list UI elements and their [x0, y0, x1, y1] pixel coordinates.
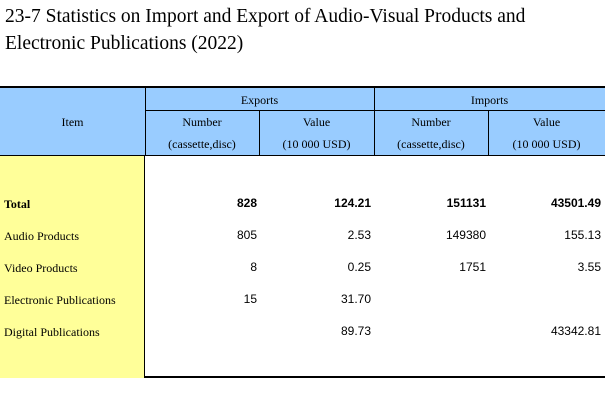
- imports-value-unit: (10 000 USD): [512, 137, 581, 151]
- row-total-imp-number: 151131: [446, 196, 486, 210]
- divider: [145, 110, 605, 111]
- row-digital-exp-value: 89.73: [340, 324, 371, 338]
- row-video-exp-value: 0.25: [347, 260, 371, 274]
- row-total-item: Total: [4, 197, 31, 211]
- title-line-1: 23-7 Statistics on Import and Export of …: [5, 6, 526, 27]
- row-audio-imp-number: 149380: [445, 228, 486, 242]
- row-audio-exp-value: 2.53: [347, 228, 371, 242]
- row-video-item: Video Products: [4, 261, 78, 275]
- item-header: Item: [61, 115, 84, 129]
- row-total-exp-number: 828: [236, 196, 257, 210]
- row-electronic-exp-number: 15: [243, 292, 257, 306]
- exports-value-unit: (10 000 USD): [282, 137, 351, 151]
- row-audio-imp-value: 155.13: [564, 228, 601, 242]
- exports-number-header: Number: [182, 115, 222, 129]
- imports-header: Imports: [470, 93, 509, 107]
- row-video-imp-number: 1751: [459, 260, 486, 274]
- statistics-table: Item Exports Imports Number (cassette,di…: [0, 86, 605, 378]
- divider: [259, 111, 260, 156]
- exports-header: Exports: [240, 93, 279, 107]
- divider: [374, 88, 375, 156]
- row-total-imp-value: 43501.49: [550, 196, 601, 210]
- row-electronic-exp-value: 31.70: [340, 292, 371, 306]
- row-video-exp-number: 8: [250, 260, 257, 274]
- row-audio-exp-number: 805: [236, 228, 257, 242]
- row-video-imp-value: 3.55: [577, 260, 601, 274]
- imports-number-header: Number: [411, 115, 451, 129]
- row-digital-imp-value: 43342.81: [550, 324, 601, 338]
- row-digital-item: Digital Publications: [4, 325, 100, 339]
- imports-value-header: Value: [532, 115, 561, 129]
- exports-value-header: Value: [302, 115, 331, 129]
- row-electronic-item: Electronic Publications: [4, 293, 116, 307]
- imports-number-unit: (cassette,disc): [397, 137, 465, 151]
- row-total-exp-value: 124.21: [334, 196, 371, 210]
- title-line-2: Electronic Publications (2022): [5, 33, 244, 54]
- divider: [145, 88, 146, 156]
- row-audio-item: Audio Products: [4, 229, 79, 243]
- page-title: 23-7 Statistics on Import and Export of …: [5, 3, 600, 57]
- divider: [488, 111, 489, 156]
- table-header: [0, 88, 605, 156]
- item-column: [0, 156, 145, 378]
- exports-number-unit: (cassette,disc): [168, 137, 236, 151]
